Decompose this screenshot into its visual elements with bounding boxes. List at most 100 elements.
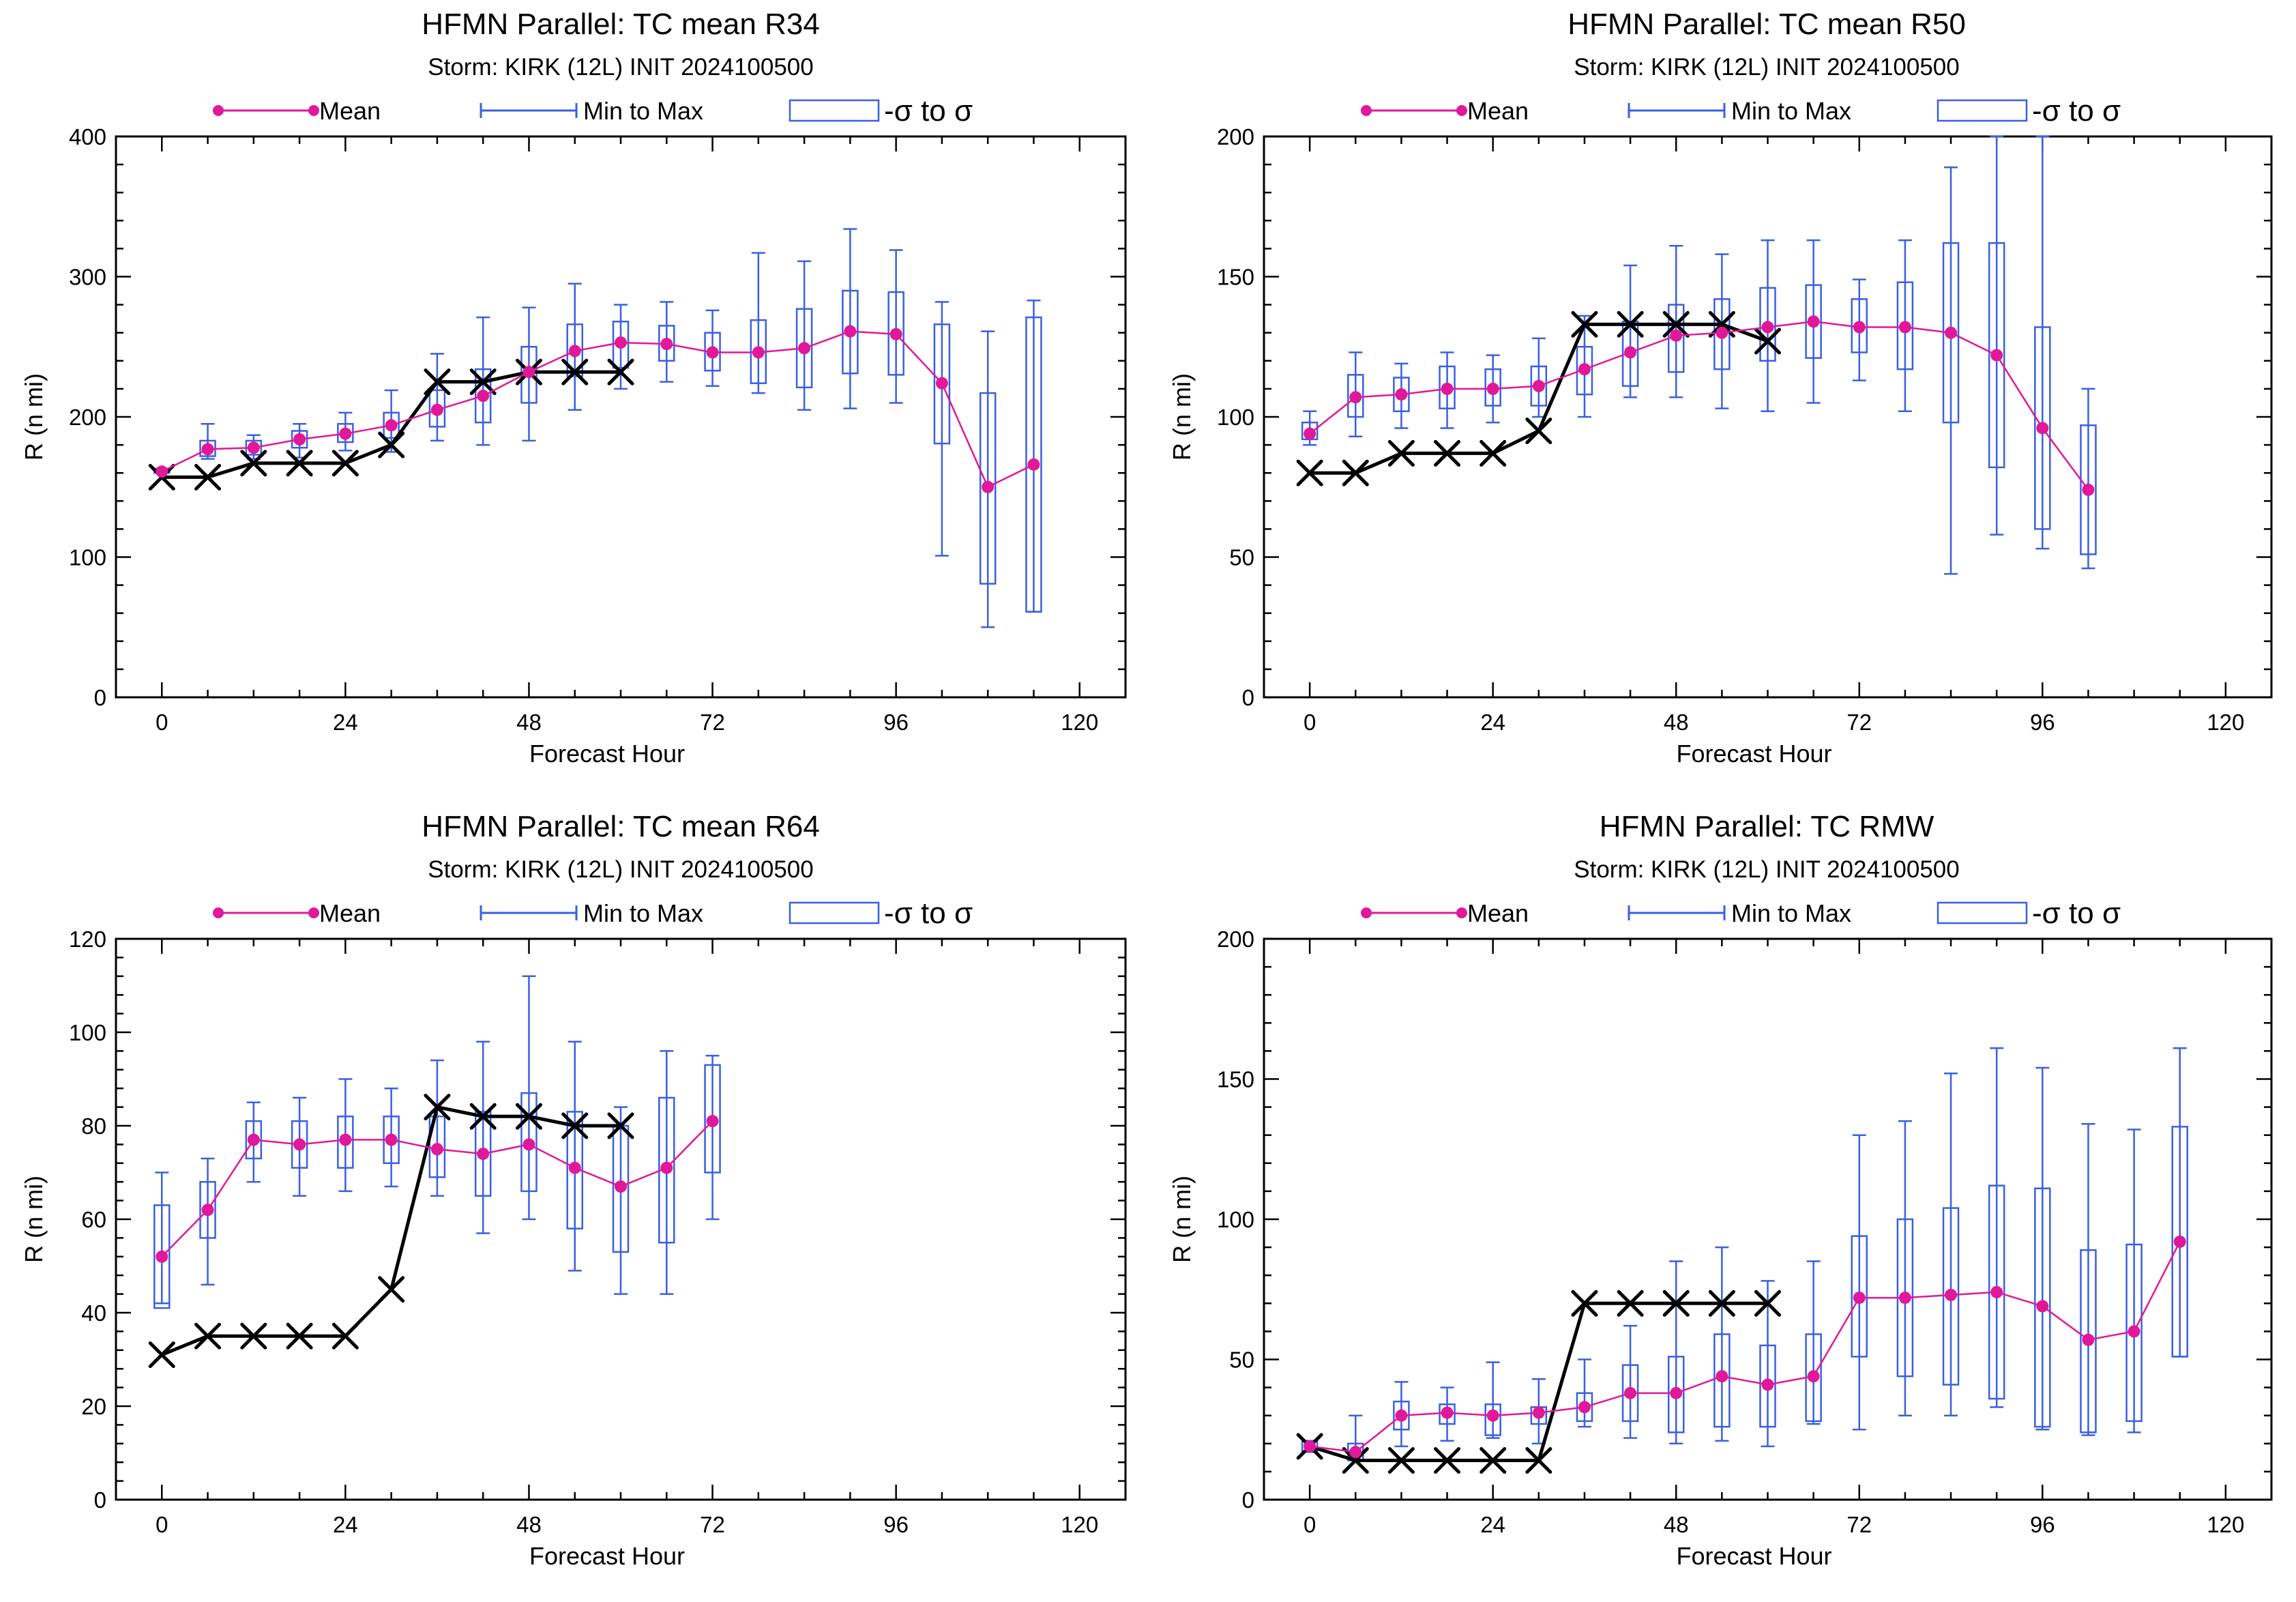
sigma-box	[474, 368, 492, 424]
sigma-box	[979, 392, 997, 585]
mean-point	[660, 1161, 673, 1174]
sigma-box-group	[1896, 1120, 1914, 1416]
mean-point	[568, 345, 581, 358]
chart-subtitle: Storm: KIRK (12L) INIT 2024100500	[428, 856, 814, 883]
sigma-box	[1759, 287, 1776, 362]
best-track-marker-stroke	[240, 1322, 267, 1350]
best-track-marker	[1525, 418, 1552, 445]
legend-sigma-label: -σ to σ	[2032, 94, 2121, 128]
mean-point	[568, 1161, 581, 1174]
mean-point	[1441, 382, 1454, 395]
mean-point	[1716, 1370, 1728, 1383]
best-track-marker-stroke	[469, 368, 497, 396]
best-track-marker	[240, 1322, 267, 1350]
sigma-box	[2034, 326, 2051, 530]
sigma-box	[933, 323, 951, 445]
sigma-box	[1713, 1333, 1731, 1428]
best-track-marker	[424, 1094, 451, 1121]
best-track-marker	[194, 1322, 222, 1350]
legend-sigma-box	[789, 901, 880, 924]
mean-point	[1898, 321, 1911, 334]
sigma-box	[1439, 365, 1456, 409]
y-tick-label: 200	[69, 405, 106, 430]
y-tick-label: 0	[1242, 1487, 1254, 1513]
best-track-marker	[1708, 1290, 1735, 1317]
x-tick-label: 24	[1480, 710, 1505, 735]
sigma-box-group	[704, 1055, 721, 1221]
sigma-box-group	[1025, 300, 1042, 613]
sigma-box	[520, 1092, 538, 1193]
sigma-box	[1439, 1403, 1456, 1425]
sigma-box-group	[520, 975, 538, 1221]
best-track-marker-stroke	[1387, 439, 1415, 467]
y-tick-label: 100	[69, 545, 106, 570]
sigma-box	[1576, 346, 1593, 396]
best-track-marker	[1387, 1446, 1415, 1474]
x-tick-label: 120	[2207, 1512, 2244, 1537]
best-track-marker	[1662, 1290, 1690, 1317]
sigma-box	[199, 1180, 216, 1239]
best-track-marker-stroke	[469, 1103, 497, 1130]
sigma-box-group	[2034, 135, 2051, 550]
mean-point	[477, 1148, 490, 1161]
mean-point	[706, 1115, 719, 1128]
best-track-marker	[1754, 1290, 1781, 1317]
sigma-box-group	[979, 330, 997, 628]
mean-point	[1853, 1292, 1866, 1305]
y-axis-label: R (n mi)	[1168, 1176, 1196, 1263]
sigma-box-group	[1667, 1260, 1685, 1445]
sigma-box	[1942, 242, 1960, 424]
best-track-marker	[607, 1112, 634, 1139]
mean-point	[1716, 326, 1728, 339]
mean-point	[1670, 329, 1683, 342]
mean-point	[477, 390, 490, 403]
x-tick-label: 72	[700, 1512, 725, 1537]
x-tick-label: 96	[2030, 1512, 2055, 1537]
mean-point	[1670, 1386, 1683, 1399]
x-tick-label: 96	[883, 710, 909, 735]
sigma-box-group	[1942, 1073, 1960, 1416]
x-axis-label: Forecast Hour	[529, 1542, 685, 1570]
legend-mean-label: Mean	[1467, 899, 1529, 927]
mean-point	[1349, 391, 1362, 404]
mean-point	[201, 1204, 214, 1217]
best-track-marker-stroke	[194, 463, 222, 491]
y-tick-label: 0	[1242, 685, 1254, 710]
best-track-marker-stroke	[378, 1276, 405, 1303]
legend-mean-marker	[1456, 105, 1467, 116]
y-tick-label: 50	[1229, 545, 1254, 570]
sigma-box-group	[1713, 1246, 1731, 1442]
x-tick-label: 24	[333, 710, 358, 735]
legend-mean-label: Mean	[319, 97, 381, 125]
y-tick-label: 60	[81, 1207, 106, 1232]
best-track-marker	[148, 1341, 175, 1369]
mean-line	[1309, 321, 2089, 491]
best-track-marker	[1617, 310, 1644, 338]
mean-point	[2082, 1333, 2095, 1346]
best-track-marker	[332, 450, 359, 477]
legend-sigma-label: -σ to σ	[2032, 897, 2121, 930]
mean-point	[1945, 1288, 1958, 1301]
legend-mean-marker	[1361, 105, 1372, 116]
best-track-marker-stroke	[424, 1094, 451, 1121]
best-track-marker	[424, 368, 451, 396]
sigma-box	[1667, 1356, 1685, 1433]
mean-point	[156, 465, 168, 478]
x-tick-label: 0	[1304, 1512, 1316, 1537]
mean-point	[706, 346, 719, 359]
best-track-marker-stroke	[1434, 439, 1461, 467]
best-track-marker-stroke	[1754, 1290, 1781, 1317]
x-tick-label: 72	[700, 710, 725, 735]
mean-point	[1578, 1401, 1591, 1414]
best-track-marker-stroke	[1480, 1446, 1507, 1474]
legend-mean-marker	[1361, 907, 1372, 918]
sigma-box-group	[474, 1040, 492, 1234]
legend-mean-marker	[213, 907, 224, 918]
sigma-box-group	[428, 353, 446, 442]
legend-sigma-box	[1937, 99, 2028, 122]
best-track-marker-stroke	[148, 1341, 175, 1369]
mean-point	[660, 338, 673, 351]
y-tick-label: 100	[69, 1020, 106, 1045]
mean-point	[615, 1180, 627, 1193]
best-track-marker-stroke	[607, 358, 634, 385]
